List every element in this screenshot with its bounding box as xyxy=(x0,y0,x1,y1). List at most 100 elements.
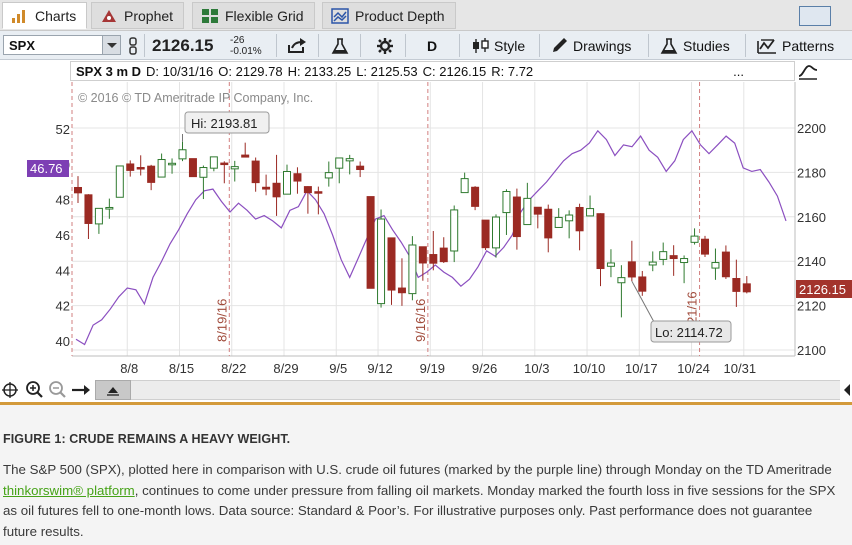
tab-label: Flexible Grid xyxy=(225,7,304,24)
candle-body xyxy=(533,206,542,215)
info-close: C: 2126.15 xyxy=(422,63,487,79)
caption-text-2: , continues to come under pressure from … xyxy=(3,482,836,539)
arrow-right-icon[interactable] xyxy=(72,385,90,395)
grid-icon xyxy=(201,8,219,24)
left-tick-label: 48 xyxy=(56,193,70,208)
crosshair-icon[interactable] xyxy=(2,382,18,398)
scrollbar-thumb[interactable] xyxy=(95,380,131,400)
candle-body xyxy=(105,206,114,210)
aggregation-button[interactable]: D xyxy=(427,37,438,54)
tab-charts[interactable]: Charts xyxy=(2,2,88,29)
change-percent: -0.01% xyxy=(230,45,262,57)
zoom-bar xyxy=(0,378,852,402)
tab-label: Prophet xyxy=(124,7,174,24)
left-tick-label: 42 xyxy=(56,299,70,314)
candle-body xyxy=(617,277,626,284)
caption-body: The S&P 500 (SPX), plotted here in compa… xyxy=(3,460,848,542)
tab-product-depth[interactable]: Product Depth xyxy=(322,2,456,29)
candle-body xyxy=(471,186,480,207)
info-range: R: 7.72 xyxy=(491,63,534,79)
candle-body xyxy=(178,149,187,160)
candle-body xyxy=(84,194,93,224)
candle-body xyxy=(126,163,135,171)
candle-body xyxy=(711,262,720,269)
crude-oil-line xyxy=(75,129,787,346)
scroll-left-icon[interactable] xyxy=(840,378,852,402)
gear-icon[interactable] xyxy=(375,31,395,60)
price-chart[interactable]: 8/8 8/15 8/22 8/29 9/5 9/12 9/19 9/26 10/3 10/10 1… xyxy=(0,60,852,378)
candle-body xyxy=(680,258,689,264)
candle-body xyxy=(638,276,647,292)
price-change: -26 -0.01% xyxy=(230,31,262,60)
candle-body xyxy=(147,165,156,183)
info-open: O: 2129.78 xyxy=(218,63,283,79)
candle-body xyxy=(596,213,605,270)
chart-panel[interactable]: 8/8 8/15 8/22 8/29 9/5 9/12 9/19 9/26 10/3 10/10 1… xyxy=(0,60,852,378)
x-tick-label: 8/15 xyxy=(169,361,194,376)
candle-body xyxy=(481,219,490,249)
candle-body xyxy=(586,208,595,217)
x-tick-label: 9/12 xyxy=(367,361,392,376)
chart-settings-icon[interactable] xyxy=(797,61,819,81)
tab-label: Product Depth xyxy=(355,7,445,24)
info-more[interactable]: ... xyxy=(733,63,744,79)
expiration-marker-label: 9/16/16 xyxy=(413,299,428,342)
left-tick-label: 40 xyxy=(56,334,70,349)
tab-prophet[interactable]: Prophet xyxy=(91,2,185,29)
studies-button[interactable]: Studies xyxy=(658,31,730,60)
candle-body xyxy=(450,209,459,252)
style-button[interactable]: Style xyxy=(471,31,525,60)
pencil-icon xyxy=(553,37,567,52)
expiration-marker-label: 8/19/16 xyxy=(214,299,229,342)
x-tick-label: 9/19 xyxy=(420,361,445,376)
candle-body xyxy=(324,172,333,179)
zoom-in-icon[interactable] xyxy=(26,381,43,398)
candle-body xyxy=(575,206,584,232)
share-icon[interactable] xyxy=(286,31,308,60)
candle-body xyxy=(366,196,375,289)
symbol-input[interactable]: SPX xyxy=(3,35,121,55)
x-tick-label: 10/10 xyxy=(573,361,606,376)
spx-last-price-box xyxy=(796,280,852,298)
x-tick-label: 10/31 xyxy=(724,361,757,376)
drawings-button[interactable]: Drawings xyxy=(550,31,631,60)
candle-body xyxy=(262,186,271,190)
lo-label: Lo: 2114.72 xyxy=(655,325,723,340)
zoom-out-icon[interactable] xyxy=(49,381,66,398)
candle-body xyxy=(732,278,741,292)
scrollbar-track[interactable] xyxy=(95,380,840,400)
ohlc-info-bar: SPX 3 m D D: 10/31/16 O: 2129.78 H: 2133… xyxy=(70,61,795,81)
flask-icon[interactable] xyxy=(331,31,349,60)
candle-body xyxy=(627,261,636,278)
info-high: H: 2133.25 xyxy=(287,63,352,79)
x-tick-label: 10/3 xyxy=(524,361,549,376)
candle-body xyxy=(408,244,417,295)
candle-body xyxy=(220,162,229,166)
patterns-button[interactable]: Patterns xyxy=(756,31,834,60)
candle-body xyxy=(356,165,365,171)
oil-last-price-label: 46.76 xyxy=(30,161,63,176)
link-icon[interactable] xyxy=(128,31,138,60)
candle-body xyxy=(230,166,239,170)
candles-icon xyxy=(473,37,489,53)
candle-body xyxy=(74,186,82,194)
candle-body xyxy=(554,216,563,228)
candle-body xyxy=(188,158,197,178)
window-layout-button[interactable] xyxy=(799,6,831,26)
candle-body xyxy=(209,156,218,169)
hi-label-box xyxy=(184,111,270,134)
tab-flexible-grid[interactable]: Flexible Grid xyxy=(192,2,315,29)
tab-bar: Charts Prophet Flexible Grid Product Dep… xyxy=(0,0,852,31)
x-tick-label: 8/22 xyxy=(221,361,246,376)
candle-body xyxy=(721,251,730,278)
caption-title: FIGURE 1: CRUDE REMAINS A HEAVY WEIGHT. xyxy=(3,432,291,446)
symbol-value: SPX xyxy=(9,38,36,53)
style-label: Style xyxy=(494,37,526,54)
right-tick-label: 2120 xyxy=(797,299,826,314)
thinkorswim-link[interactable]: thinkorswim® platform xyxy=(3,482,135,498)
drawings-label: Drawings xyxy=(573,37,632,54)
studies-label: Studies xyxy=(683,37,730,54)
left-tick-label: 46 xyxy=(56,228,70,243)
symbol-dropdown-button[interactable] xyxy=(102,36,120,54)
caption-text-1: The S&P 500 (SPX), plotted here in compa… xyxy=(3,462,832,477)
